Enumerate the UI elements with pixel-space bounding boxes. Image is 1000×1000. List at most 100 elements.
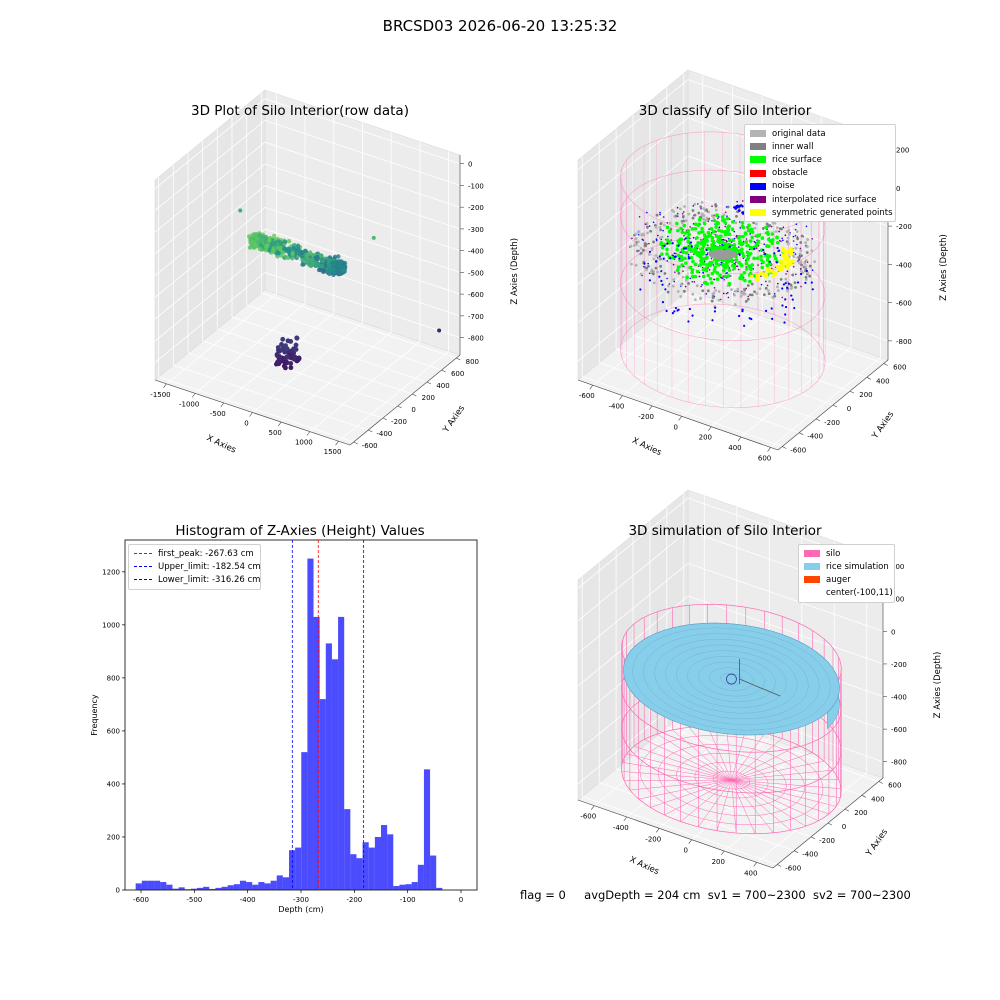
wall-point [714, 204, 718, 208]
noise-point [659, 211, 661, 214]
symmetric-point [755, 273, 759, 278]
noise-point [796, 243, 798, 246]
wall-point [681, 215, 685, 218]
wall-point [672, 278, 676, 281]
x-tick-label: -300 [293, 896, 309, 904]
wall-point [652, 257, 656, 261]
wall-point [793, 281, 797, 285]
z-tick-label: -400 [468, 248, 484, 256]
rice-surface-point [717, 235, 722, 239]
data-point [249, 243, 254, 248]
noise-point [799, 272, 803, 276]
rice-surface-point [737, 235, 742, 239]
noise-point [741, 310, 744, 313]
x-tick-label: 600 [758, 454, 771, 462]
y-tick-label: 600 [451, 370, 464, 378]
x-tick-label: -1000 [179, 400, 199, 408]
rice-surface-point [665, 238, 670, 242]
wall-point [702, 214, 706, 218]
y-tick [353, 441, 358, 445]
legend-label: silo [826, 548, 841, 559]
wall-point [662, 223, 666, 227]
y-tick [782, 446, 787, 449]
rice-surface-point [770, 241, 775, 246]
wall-point [768, 224, 771, 228]
rice-surface-point [761, 260, 765, 265]
rice-surface-point [768, 262, 772, 266]
noise-point [778, 239, 781, 242]
noise-point [638, 215, 641, 218]
outlier-point [371, 235, 376, 240]
legend-label: interpolated rice surface [772, 194, 877, 205]
rice-surface-point [764, 225, 768, 230]
grid-line [577, 497, 884, 589]
x-tick-label: -600 [579, 392, 595, 400]
rice-surface-point [693, 248, 698, 253]
wall-point [786, 236, 790, 240]
wall-point [810, 249, 814, 253]
noise-point [781, 296, 784, 299]
noise-point [781, 237, 783, 240]
legend-item: Lower_limit: -316.26 cm [134, 573, 260, 586]
noise-point [799, 247, 802, 250]
noise-point [743, 324, 746, 327]
wall-point [758, 287, 762, 291]
rice-surface-point [676, 253, 681, 258]
rice-surface-point [715, 277, 720, 282]
rice-surface-point [727, 242, 732, 247]
rice-surface-point [698, 263, 702, 267]
z-tick-label: -700 [468, 313, 484, 321]
histogram-bar [276, 875, 283, 890]
rice-surface-point [681, 250, 686, 255]
grid-line [252, 122, 363, 413]
grid-line [683, 73, 884, 364]
y-tick-label: 1200 [102, 568, 120, 576]
wall-point [794, 246, 798, 250]
grid-line [154, 185, 461, 277]
data-point [331, 266, 336, 272]
data-point [291, 245, 297, 250]
wall-point [806, 271, 810, 275]
data-point [285, 354, 290, 360]
grid-line [632, 115, 834, 406]
rice-surface-point [723, 274, 728, 279]
noise-point [726, 240, 728, 243]
x-tick-label: -200 [346, 896, 362, 904]
legend-label: original data [772, 128, 826, 139]
rice-surface-point [760, 236, 765, 240]
rice-surface-point [706, 263, 711, 267]
rice-surface-point [697, 250, 701, 255]
z-tick-label: -800 [891, 759, 907, 767]
noise-point [794, 228, 797, 231]
symmetric-point [767, 266, 771, 271]
noise-point [639, 288, 642, 291]
outlier-point [437, 328, 442, 333]
y-tick-label: 0 [116, 887, 120, 895]
histogram-bar [215, 887, 222, 890]
noise-point [771, 267, 773, 270]
wall-point [706, 289, 710, 293]
rice-surface-point [745, 257, 750, 262]
wall-point [671, 284, 675, 288]
wall-point [789, 287, 793, 291]
rice-surface-point [693, 222, 698, 226]
rice-surface-point [701, 252, 705, 256]
z-axis-label: Z Axies (Depth) [510, 238, 520, 305]
rice-surface-point [710, 271, 715, 276]
legend-label: symmetric generated points [772, 207, 893, 218]
histogram-bar [405, 884, 412, 890]
grid-line [615, 128, 817, 420]
rice-surface-point [716, 239, 720, 244]
noise-point [720, 277, 723, 279]
noise-point [701, 283, 703, 286]
histogram-bar [147, 880, 155, 890]
noise-point [692, 237, 695, 239]
x-tick-label: -500 [186, 896, 202, 904]
x-tick-label: 0 [459, 896, 463, 904]
rice-surface-point [723, 220, 728, 225]
legend-label: center(-100,11) [826, 588, 893, 599]
noise-point [770, 225, 773, 228]
rice-surface-point [667, 240, 672, 245]
noise-point [682, 270, 684, 272]
rice-surface-point [665, 225, 670, 230]
